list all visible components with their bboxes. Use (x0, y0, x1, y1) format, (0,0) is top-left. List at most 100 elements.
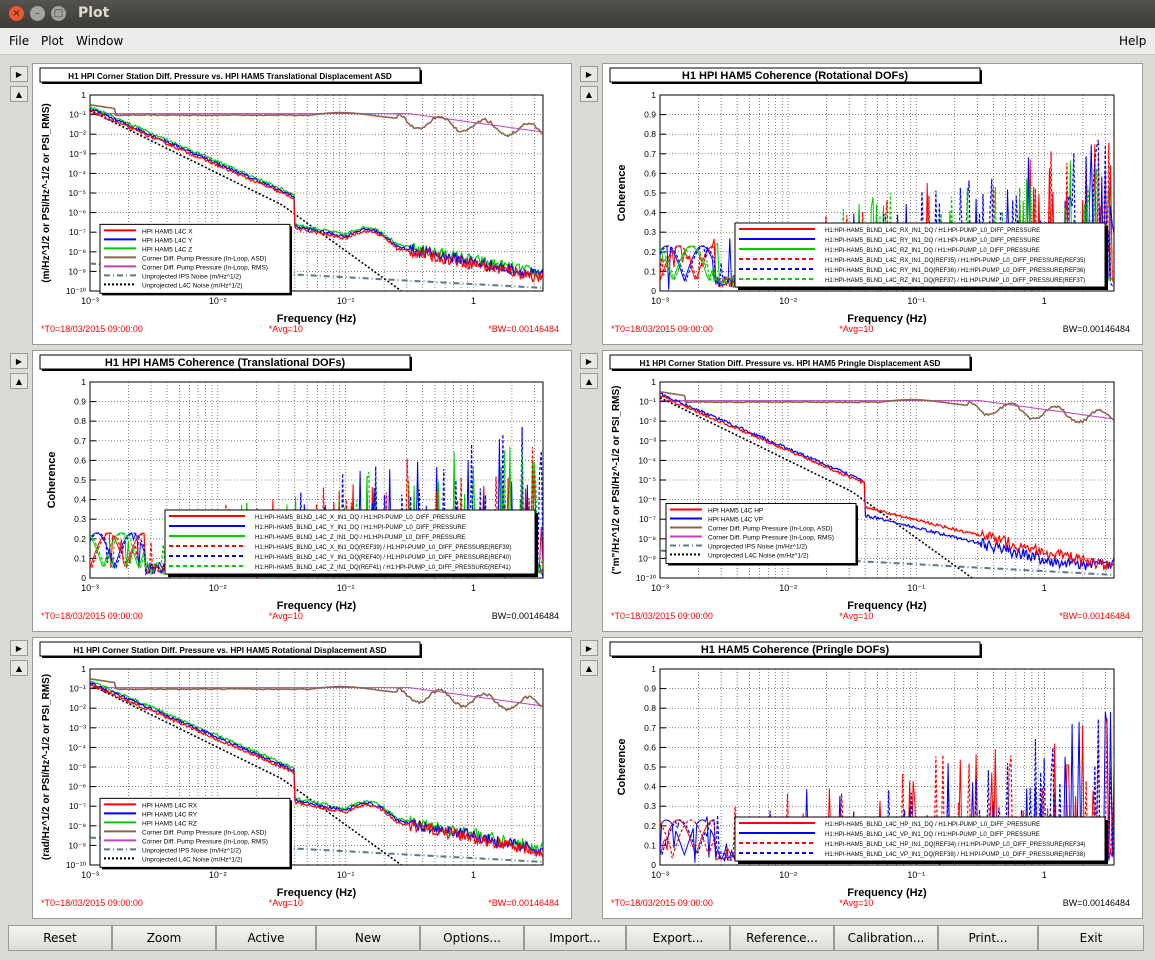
y-tick-label: 10⁻⁷ (639, 514, 656, 524)
y-tick-label: 10⁻⁹ (638, 553, 656, 563)
export-button[interactable]: Export... (626, 925, 730, 951)
legend-entry: H1:HPI-HAM5_BLND_L4C_RY_IN1_DQ(REF36) / … (825, 268, 1085, 274)
plot-panel-translational-coherence[interactable]: H1 HPI HAM5 Coherence (Translational DOF… (32, 350, 572, 632)
legend-entry: HPI HAM5 L4C VP (708, 517, 763, 524)
zoom-button[interactable]: Zoom (112, 925, 216, 951)
active-button[interactable]: Active (216, 925, 316, 951)
legend-entry: H1:HPI-HAM5_BLND_L4C_RZ_IN1_DQ(REF37) / … (825, 278, 1085, 284)
y-tick-label: 10⁻⁶ (639, 495, 656, 505)
y-tick-label: 1 (81, 90, 86, 100)
plot-panel-pringle-coherence[interactable]: H1 HAM5 Coherence (Pringle DOFs) 1 0.9 0.8 0… (602, 637, 1143, 919)
plot-panel-rotational-asd[interactable]: H1 HPI Corner Station Diff. Pressure vs.… (32, 637, 572, 919)
y-tick-label: 10⁻⁷ (69, 227, 86, 237)
window-title: Plot (78, 5, 110, 21)
legend-entry: HPI HAM5 L4C Y (142, 237, 193, 244)
x-axis-label: Frequency (Hz) (847, 313, 927, 325)
x-tick-label: 10⁻² (779, 583, 797, 593)
import-button[interactable]: Import... (524, 925, 626, 951)
y-tick-label: 10⁻⁴ (68, 742, 86, 752)
reset-button[interactable]: Reset (8, 925, 112, 951)
panel-1-next-button[interactable]: ▶ (10, 66, 28, 82)
calibration-button[interactable]: Calibration... (834, 925, 938, 951)
y-tick-label: 0.6 (74, 455, 86, 465)
panel-4-prev-button[interactable]: ▲ (580, 373, 598, 389)
new-button[interactable]: New (316, 925, 420, 951)
footer-t0: *T0=18/03/2015 09:00:00 (41, 324, 143, 334)
legend-entry: Corner Diff. Pump Pressure (In-Loop, ASD… (142, 829, 267, 836)
panel-3-next-button[interactable]: ▶ (10, 353, 28, 369)
y-tick-label: 10⁻⁴ (638, 455, 656, 465)
y-tick-label: 10⁻⁵ (69, 762, 86, 772)
panel-4-next-button[interactable]: ▶ (580, 353, 598, 369)
panel-5-next-button[interactable]: ▶ (10, 640, 28, 656)
y-tick-label: 0.8 (644, 703, 656, 713)
legend-entry: HPI HAM5 L4C RY (142, 811, 198, 818)
legend-entry: H1:HPI-HAM5_BLND_L4C_VP_IN1_DQ(REF38) / … (825, 852, 1085, 858)
x-tick-label: 1 (1042, 583, 1047, 593)
y-tick-label: 10⁻⁸ (638, 534, 656, 544)
footer-t0: *T0=18/03/2015 09:00:00 (611, 898, 713, 908)
legend-entry: HPI HAM5 L4C HP (708, 508, 763, 515)
plot-title: H1 HPI Corner Station Diff. Pressure vs.… (73, 646, 386, 655)
plot-panel-translational-asd[interactable]: H1 HPI Corner Station Diff. Pressure vs.… (32, 63, 572, 345)
panel-6-prev-button[interactable]: ▲ (580, 660, 598, 676)
panel-6-next-button[interactable]: ▶ (580, 640, 598, 656)
print-button[interactable]: Print... (938, 925, 1038, 951)
close-icon[interactable]: × (9, 6, 24, 21)
y-tick-label: 10⁻³ (69, 149, 86, 159)
y-tick-label: 0.4 (644, 208, 656, 218)
y-tick-label: 10⁻² (639, 416, 656, 426)
legend-entry: H1:HPI-HAM5_BLND_L4C_Y_IN1_DQ / H1:HPI-P… (255, 525, 466, 531)
panel-2-next-button[interactable]: ▶ (580, 66, 598, 82)
series-line (90, 678, 543, 712)
legend-entry: Corner Diff. Pump Pressure (In-Loop, RMS… (142, 838, 268, 845)
x-axis-label: Frequency (Hz) (277, 887, 357, 899)
footer-avg: *Avg=10 (839, 611, 873, 621)
legend-box (99, 223, 291, 294)
x-tick-label: 1 (471, 296, 476, 306)
y-tick-label: 0.1 (644, 840, 656, 850)
footer-bw: *BW=0.00146484 (488, 898, 559, 908)
series-line (90, 113, 543, 133)
y-axis-label: (m/Hz^1/2 or PSI/Hz^-1/2 or PSI_RMS) (41, 103, 52, 283)
panel-3-prev-button[interactable]: ▲ (10, 373, 28, 389)
series-line (660, 391, 1114, 424)
menu-window[interactable]: Window (76, 34, 124, 48)
x-tick-label: 10⁻³ (651, 583, 669, 593)
panel-2-prev-button[interactable]: ▲ (580, 86, 598, 102)
maximize-icon[interactable]: □ (51, 6, 66, 21)
y-tick-label: 10⁻¹ (69, 110, 86, 120)
series-line (90, 104, 543, 138)
y-tick-label: 10⁻¹ (639, 397, 656, 407)
menu-help[interactable]: Help (1119, 34, 1147, 48)
x-axis-label: Frequency (Hz) (847, 887, 927, 899)
y-tick-label: 0.6 (644, 742, 656, 752)
y-tick-label: 0.3 (644, 801, 656, 811)
x-tick-label: 10⁻¹ (907, 870, 925, 880)
options-button[interactable]: Options... (420, 925, 524, 951)
series-line (660, 395, 1114, 572)
panel-1-prev-button[interactable]: ▲ (10, 86, 28, 102)
y-tick-label: 0.6 (644, 168, 656, 178)
minimize-icon[interactable]: – (30, 6, 45, 21)
menu-bar: File Plot Window Help (0, 28, 1155, 55)
y-tick-label: 0.3 (644, 227, 656, 237)
panel-5-prev-button[interactable]: ▲ (10, 660, 28, 676)
x-tick-label: 10⁻¹ (337, 870, 355, 880)
footer-bw: *BW=0.00146484 (1059, 611, 1130, 621)
menu-file[interactable]: File (9, 34, 30, 48)
menu-plot[interactable]: Plot (41, 34, 64, 48)
legend-box (99, 797, 291, 868)
legend-entry: H1:HPI-HAM5_BLND_L4C_Z_IN1_DQ / H1:HPI-P… (255, 535, 465, 541)
footer-bw: BW=0.00146484 (1063, 898, 1130, 908)
y-tick-label: 10⁻² (69, 129, 86, 139)
reference-button[interactable]: Reference... (730, 925, 834, 951)
y-tick-label: 10⁻⁷ (69, 801, 86, 811)
exit-button[interactable]: Exit (1038, 925, 1144, 951)
plot-panel-rotational-coherence[interactable]: H1 HPI HAM5 Coherence (Rotational DOFs) 1… (602, 63, 1143, 345)
y-tick-label: 10⁻³ (69, 723, 86, 733)
plot-svg: H1 HPI HAM5 Coherence (Rotational DOFs) 1… (609, 67, 1130, 334)
y-axis-label: Coherence (616, 165, 628, 222)
y-tick-label: 0.7 (74, 436, 86, 446)
plot-panel-pringle-asd[interactable]: H1 HPI Corner Station Diff. Pressure vs.… (602, 350, 1143, 632)
